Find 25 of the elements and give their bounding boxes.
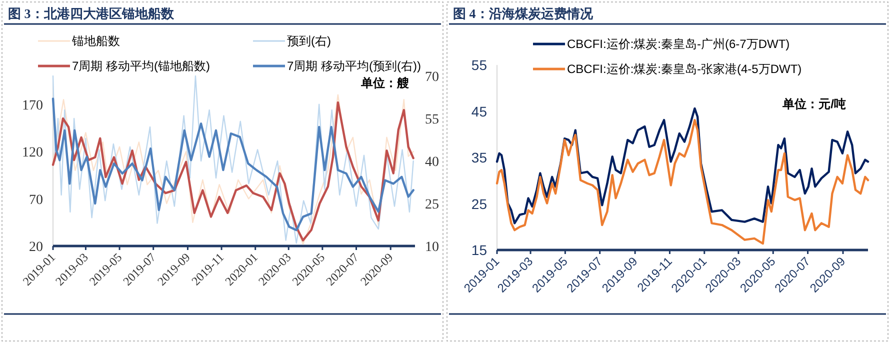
y-tick-label: 120 xyxy=(22,146,43,161)
annotation: 单位：元/吨 xyxy=(782,97,846,111)
y-tick-label: 55 xyxy=(471,57,488,73)
legend-label: 预到(右) xyxy=(287,34,331,48)
y-tick-label: 35 xyxy=(471,150,488,166)
line-series xyxy=(496,118,870,245)
y2-tick-label: 55 xyxy=(425,112,439,128)
y2-tick-label: 10 xyxy=(425,240,439,255)
chart-title: 图 3：北港四大港区锚地船数 xyxy=(8,6,175,21)
legend-label: CBCFI:运价:煤炭:秦皇岛-张家港(4-5万DWT) xyxy=(567,62,802,76)
y-tick-label: 170 xyxy=(22,98,43,114)
y-tick-label: 15 xyxy=(471,242,488,258)
y-tick-label: 25 xyxy=(471,196,488,212)
y-tick-label: 45 xyxy=(471,103,488,120)
y2-tick-label: 25 xyxy=(425,198,439,212)
y-tick-label: 70 xyxy=(29,192,43,208)
legend-label: 7周期 移动平均(预到(右)) xyxy=(287,59,421,73)
y2-tick-label: 70 xyxy=(425,70,439,85)
y-tick-label: 20 xyxy=(29,240,43,255)
legend-label: 7周期 移动平均(锚地船数) xyxy=(72,59,210,73)
y2-tick-label: 40 xyxy=(425,155,439,170)
annotation: 单位：艘 xyxy=(360,76,409,90)
legend-label: CBCFI:运价:煤炭:秦皇岛-广州(6-7万DWT) xyxy=(567,37,790,51)
legend-label: 锚地船数 xyxy=(71,34,120,48)
chart-title: 图 4：沿海煤炭运费情况 xyxy=(453,6,594,21)
